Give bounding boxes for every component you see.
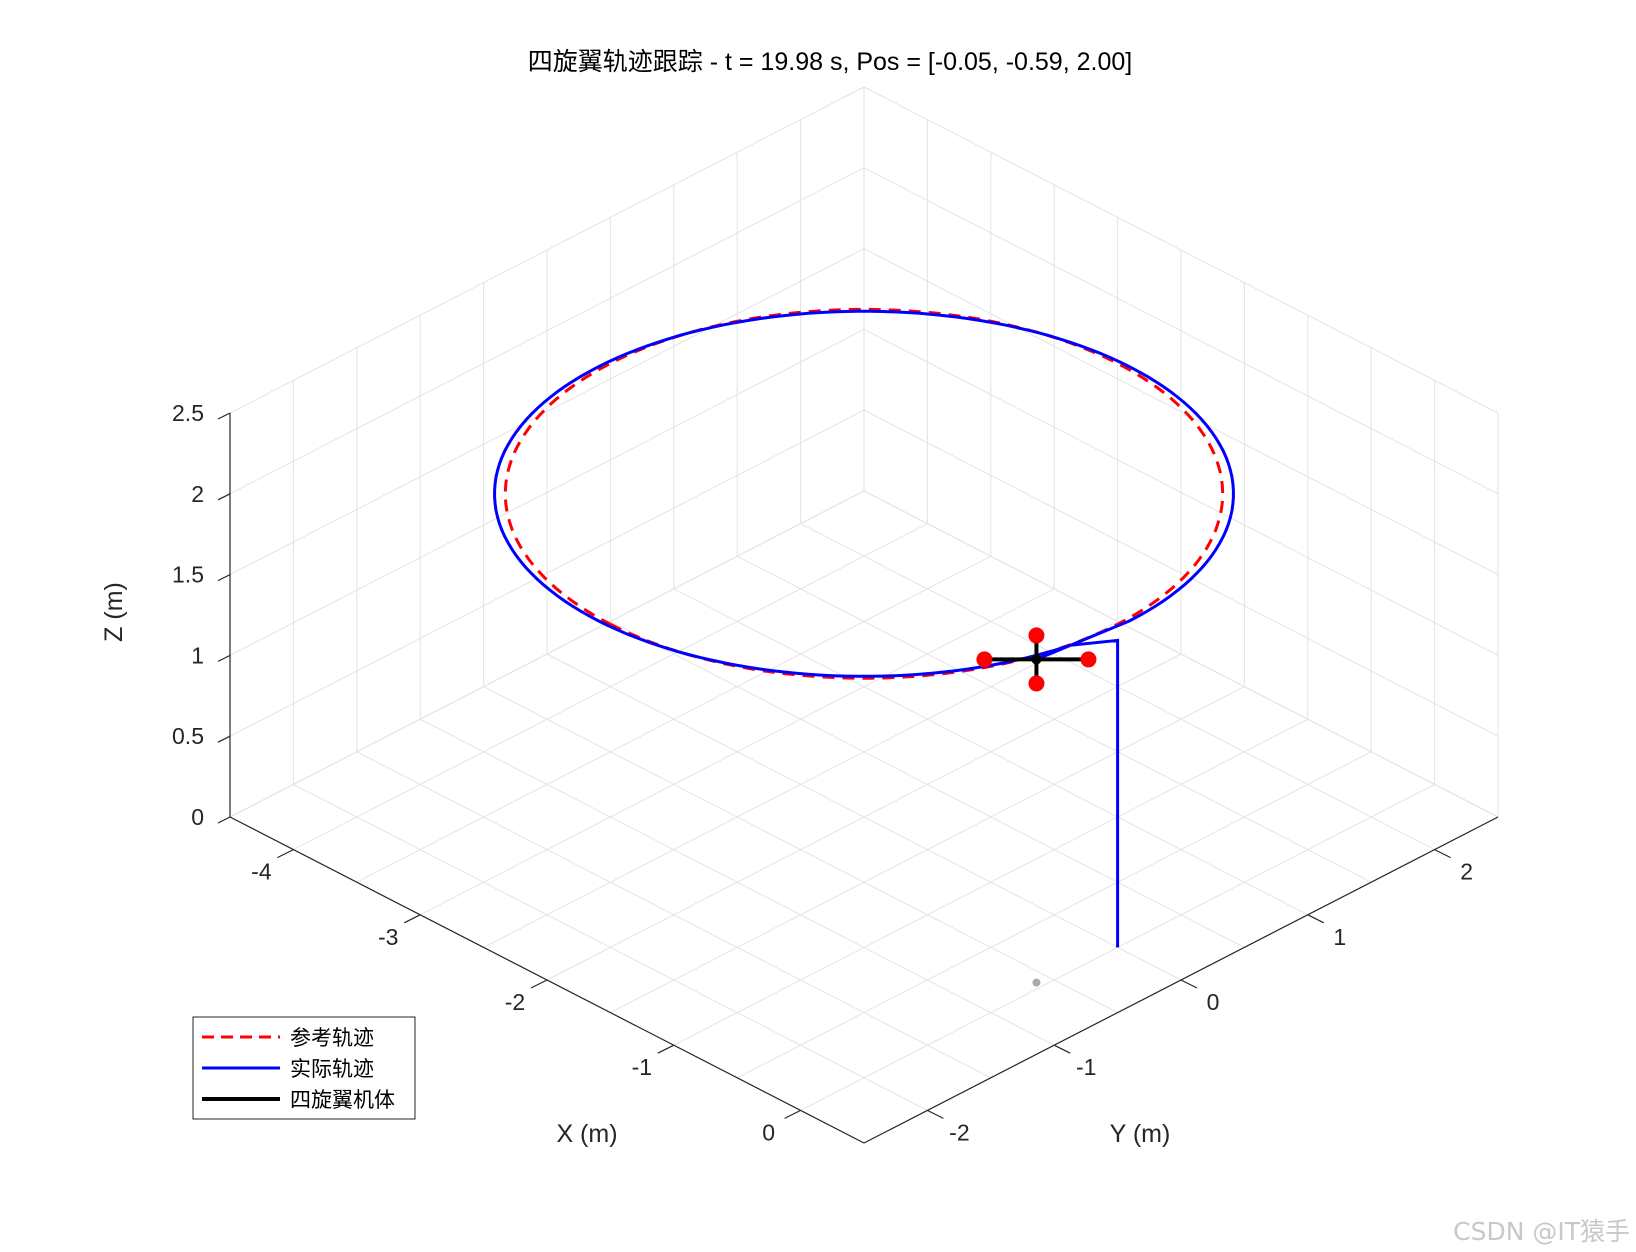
series — [493, 307, 1235, 987]
grid-line — [483, 686, 1118, 1014]
axis-ticks: -4 -3 -2 -1 0 -2 -1 0 1 2 0 0.5 1 1.5 2 2.5 — [172, 400, 1473, 1145]
y-axis-label: Y (m) — [1110, 1120, 1171, 1148]
grid-line — [863, 409, 1499, 737]
grid-lines — [229, 86, 1499, 1144]
ground-shadow-marker — [1032, 978, 1041, 987]
chart-title: 四旋翼轨迹跟踪 - t = 19.98 s, Pos = [-0.05, -0.… — [528, 48, 1132, 76]
quadrotor-rotor — [1080, 651, 1097, 668]
y-tick-label: 1 — [1333, 924, 1346, 950]
x-axis-label: X (m) — [556, 1120, 617, 1148]
z-tick-label: 1 — [191, 642, 204, 668]
y-tick-label: -1 — [1076, 1054, 1096, 1080]
grid-line — [863, 167, 1499, 495]
x-tick-mark — [784, 1109, 801, 1119]
y-tick-label: 0 — [1207, 989, 1220, 1015]
x-tick-mark — [657, 1044, 675, 1054]
grid-line — [293, 783, 928, 1111]
grid-line — [229, 328, 865, 656]
x-tick-label: -4 — [251, 859, 272, 885]
y-tick-mark — [1434, 849, 1451, 859]
quadrotor-rotor — [1028, 627, 1045, 644]
x-tick-label: -1 — [632, 1054, 652, 1080]
grid-line — [229, 86, 865, 414]
z-tick-label: 0.5 — [172, 723, 204, 749]
x-tick-label: -3 — [378, 924, 398, 950]
x-tick-mark — [277, 849, 294, 859]
y-tick-mark — [1053, 1044, 1071, 1054]
grid-line — [863, 490, 1499, 818]
x-tick-label: -2 — [505, 989, 525, 1015]
z-tick-label: 0 — [191, 804, 204, 830]
grid-line — [229, 490, 865, 818]
grid-line — [546, 653, 1182, 981]
grid-line — [673, 588, 1309, 916]
grid-line — [229, 248, 865, 576]
grid-line — [419, 718, 1055, 1046]
reference-trajectory — [503, 307, 1225, 680]
y-tick-mark — [927, 1109, 944, 1119]
legend: 参考轨迹 实际轨迹 四旋翼机体 — [192, 1016, 416, 1120]
z-tick-label: 1.5 — [172, 562, 204, 588]
grid-line — [229, 167, 865, 495]
grid-line — [863, 248, 1499, 576]
grid-line — [356, 751, 992, 1079]
x-tick-mark — [403, 914, 421, 924]
grid-line — [229, 409, 865, 737]
z-tick-label: 2 — [191, 481, 204, 507]
actual-trajectory — [493, 309, 1235, 948]
grid-line — [863, 328, 1499, 656]
quadrotor-rotor — [1028, 675, 1045, 692]
x-tick-label: 0 — [762, 1119, 775, 1145]
z-axis-label: Z (m) — [100, 582, 128, 642]
x-tick-mark — [530, 979, 548, 989]
quadrotor-rotor — [976, 651, 993, 668]
z-tick-label: 2.5 — [172, 400, 204, 426]
z-tick-mark — [217, 735, 231, 743]
z-tick-mark — [217, 412, 231, 420]
z-tick-mark — [217, 816, 231, 824]
grid-line — [610, 620, 1245, 948]
legend-label-reference: 参考轨迹 — [290, 1026, 374, 1050]
y-tick-mark — [1180, 979, 1198, 989]
legend-label-quadrotor: 四旋翼机体 — [290, 1088, 395, 1112]
y-tick-label: -2 — [949, 1119, 969, 1145]
grid-line — [736, 555, 1372, 883]
grid-line — [863, 86, 1499, 414]
quadrotor-center — [1031, 654, 1042, 665]
y-tick-mark — [1307, 914, 1325, 924]
z-tick-mark — [217, 654, 231, 662]
z-tick-mark — [217, 574, 231, 582]
legend-label-actual: 实际轨迹 — [290, 1057, 374, 1081]
z-tick-mark — [217, 493, 231, 501]
y-tick-label: 2 — [1460, 859, 1473, 885]
watermark: CSDN @IT猿手 — [1453, 1217, 1630, 1246]
